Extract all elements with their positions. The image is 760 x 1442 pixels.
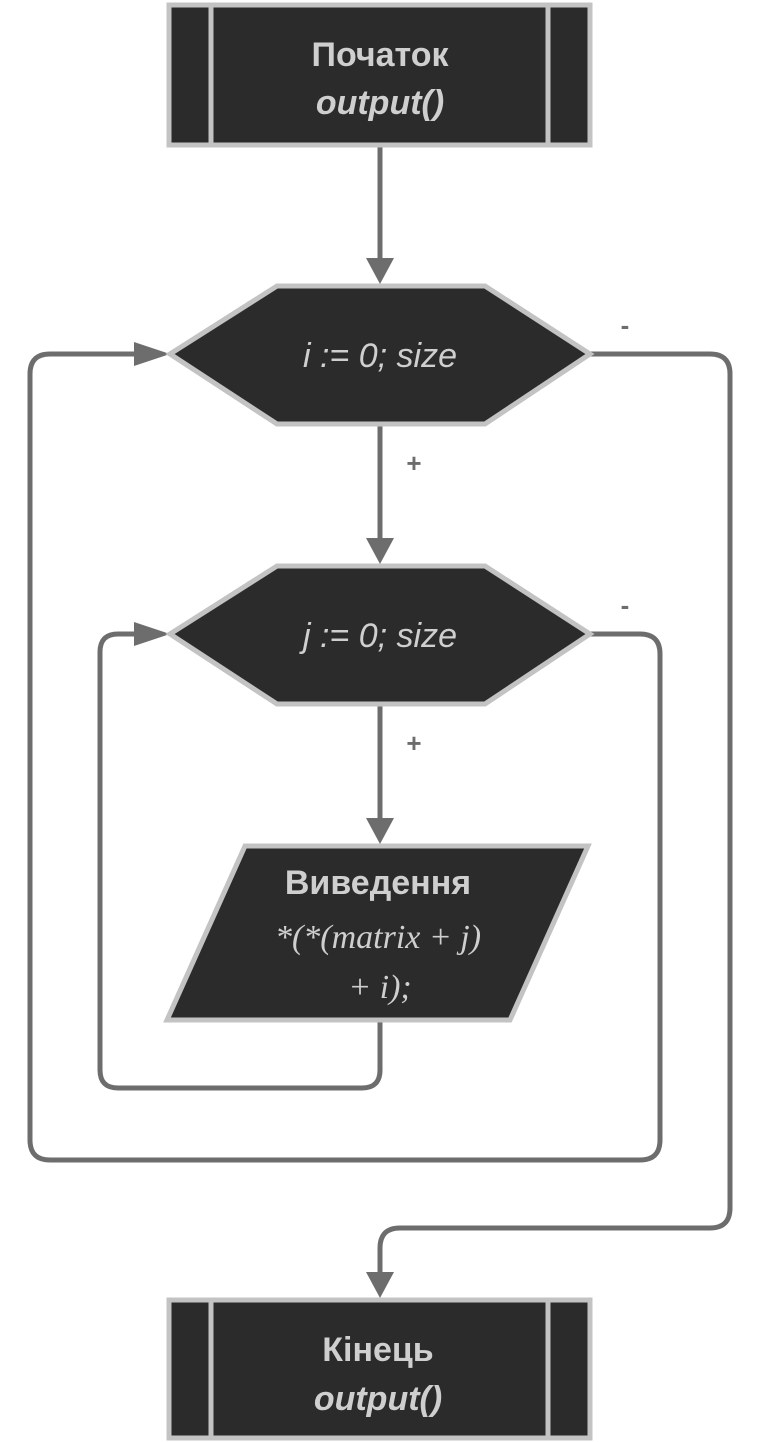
- end-block: Кінець output(): [166, 1297, 593, 1441]
- end-block-shape: [166, 1297, 593, 1441]
- arrowhead-outer-loop: [366, 258, 394, 284]
- output-block: Виведення *(*(matrix + j) + i);: [163, 843, 592, 1023]
- inner-loop-label: j := 0; size: [299, 617, 457, 655]
- arrowhead-inner-loop-return: [134, 622, 170, 646]
- end-title: Кінець: [322, 1331, 433, 1369]
- edge-outer-exit-to-end: [377, 351, 733, 1276]
- outer-loop-yes-label: +: [406, 448, 421, 478]
- output-expression-line1: *(*(matrix + j): [275, 919, 481, 956]
- start-subtitle: output(): [316, 84, 444, 122]
- edge-output-back-to-inner: [97, 631, 383, 1091]
- inner-loop-yes-label: +: [406, 728, 421, 758]
- output-title: Виведення: [285, 864, 471, 902]
- end-subtitle: output(): [314, 1380, 442, 1418]
- inner-loop-block: j := 0; size: [165, 563, 595, 707]
- arrowhead-output-block: [366, 818, 394, 844]
- output-block-shape: [163, 843, 592, 1023]
- edge-inner-exit-to-outer: [27, 351, 663, 1163]
- outer-loop-label: i := 0; size: [303, 337, 457, 375]
- arrowhead-inner-loop: [366, 538, 394, 564]
- inner-loop-no-label: -: [621, 590, 630, 620]
- arrowhead-outer-loop-return: [134, 342, 170, 366]
- outer-loop-no-label: -: [621, 310, 630, 340]
- start-block: Початок output(): [166, 2, 593, 148]
- inner-loop-shape: [165, 563, 595, 707]
- start-block-shape: [166, 2, 593, 148]
- outer-loop-block: i := 0; size: [165, 283, 595, 427]
- arrowhead-end: [366, 1272, 394, 1298]
- start-title: Початок: [312, 36, 450, 74]
- outer-loop-shape: [165, 283, 595, 427]
- edges: [27, 145, 733, 1298]
- output-expression-line2: + i);: [348, 969, 412, 1006]
